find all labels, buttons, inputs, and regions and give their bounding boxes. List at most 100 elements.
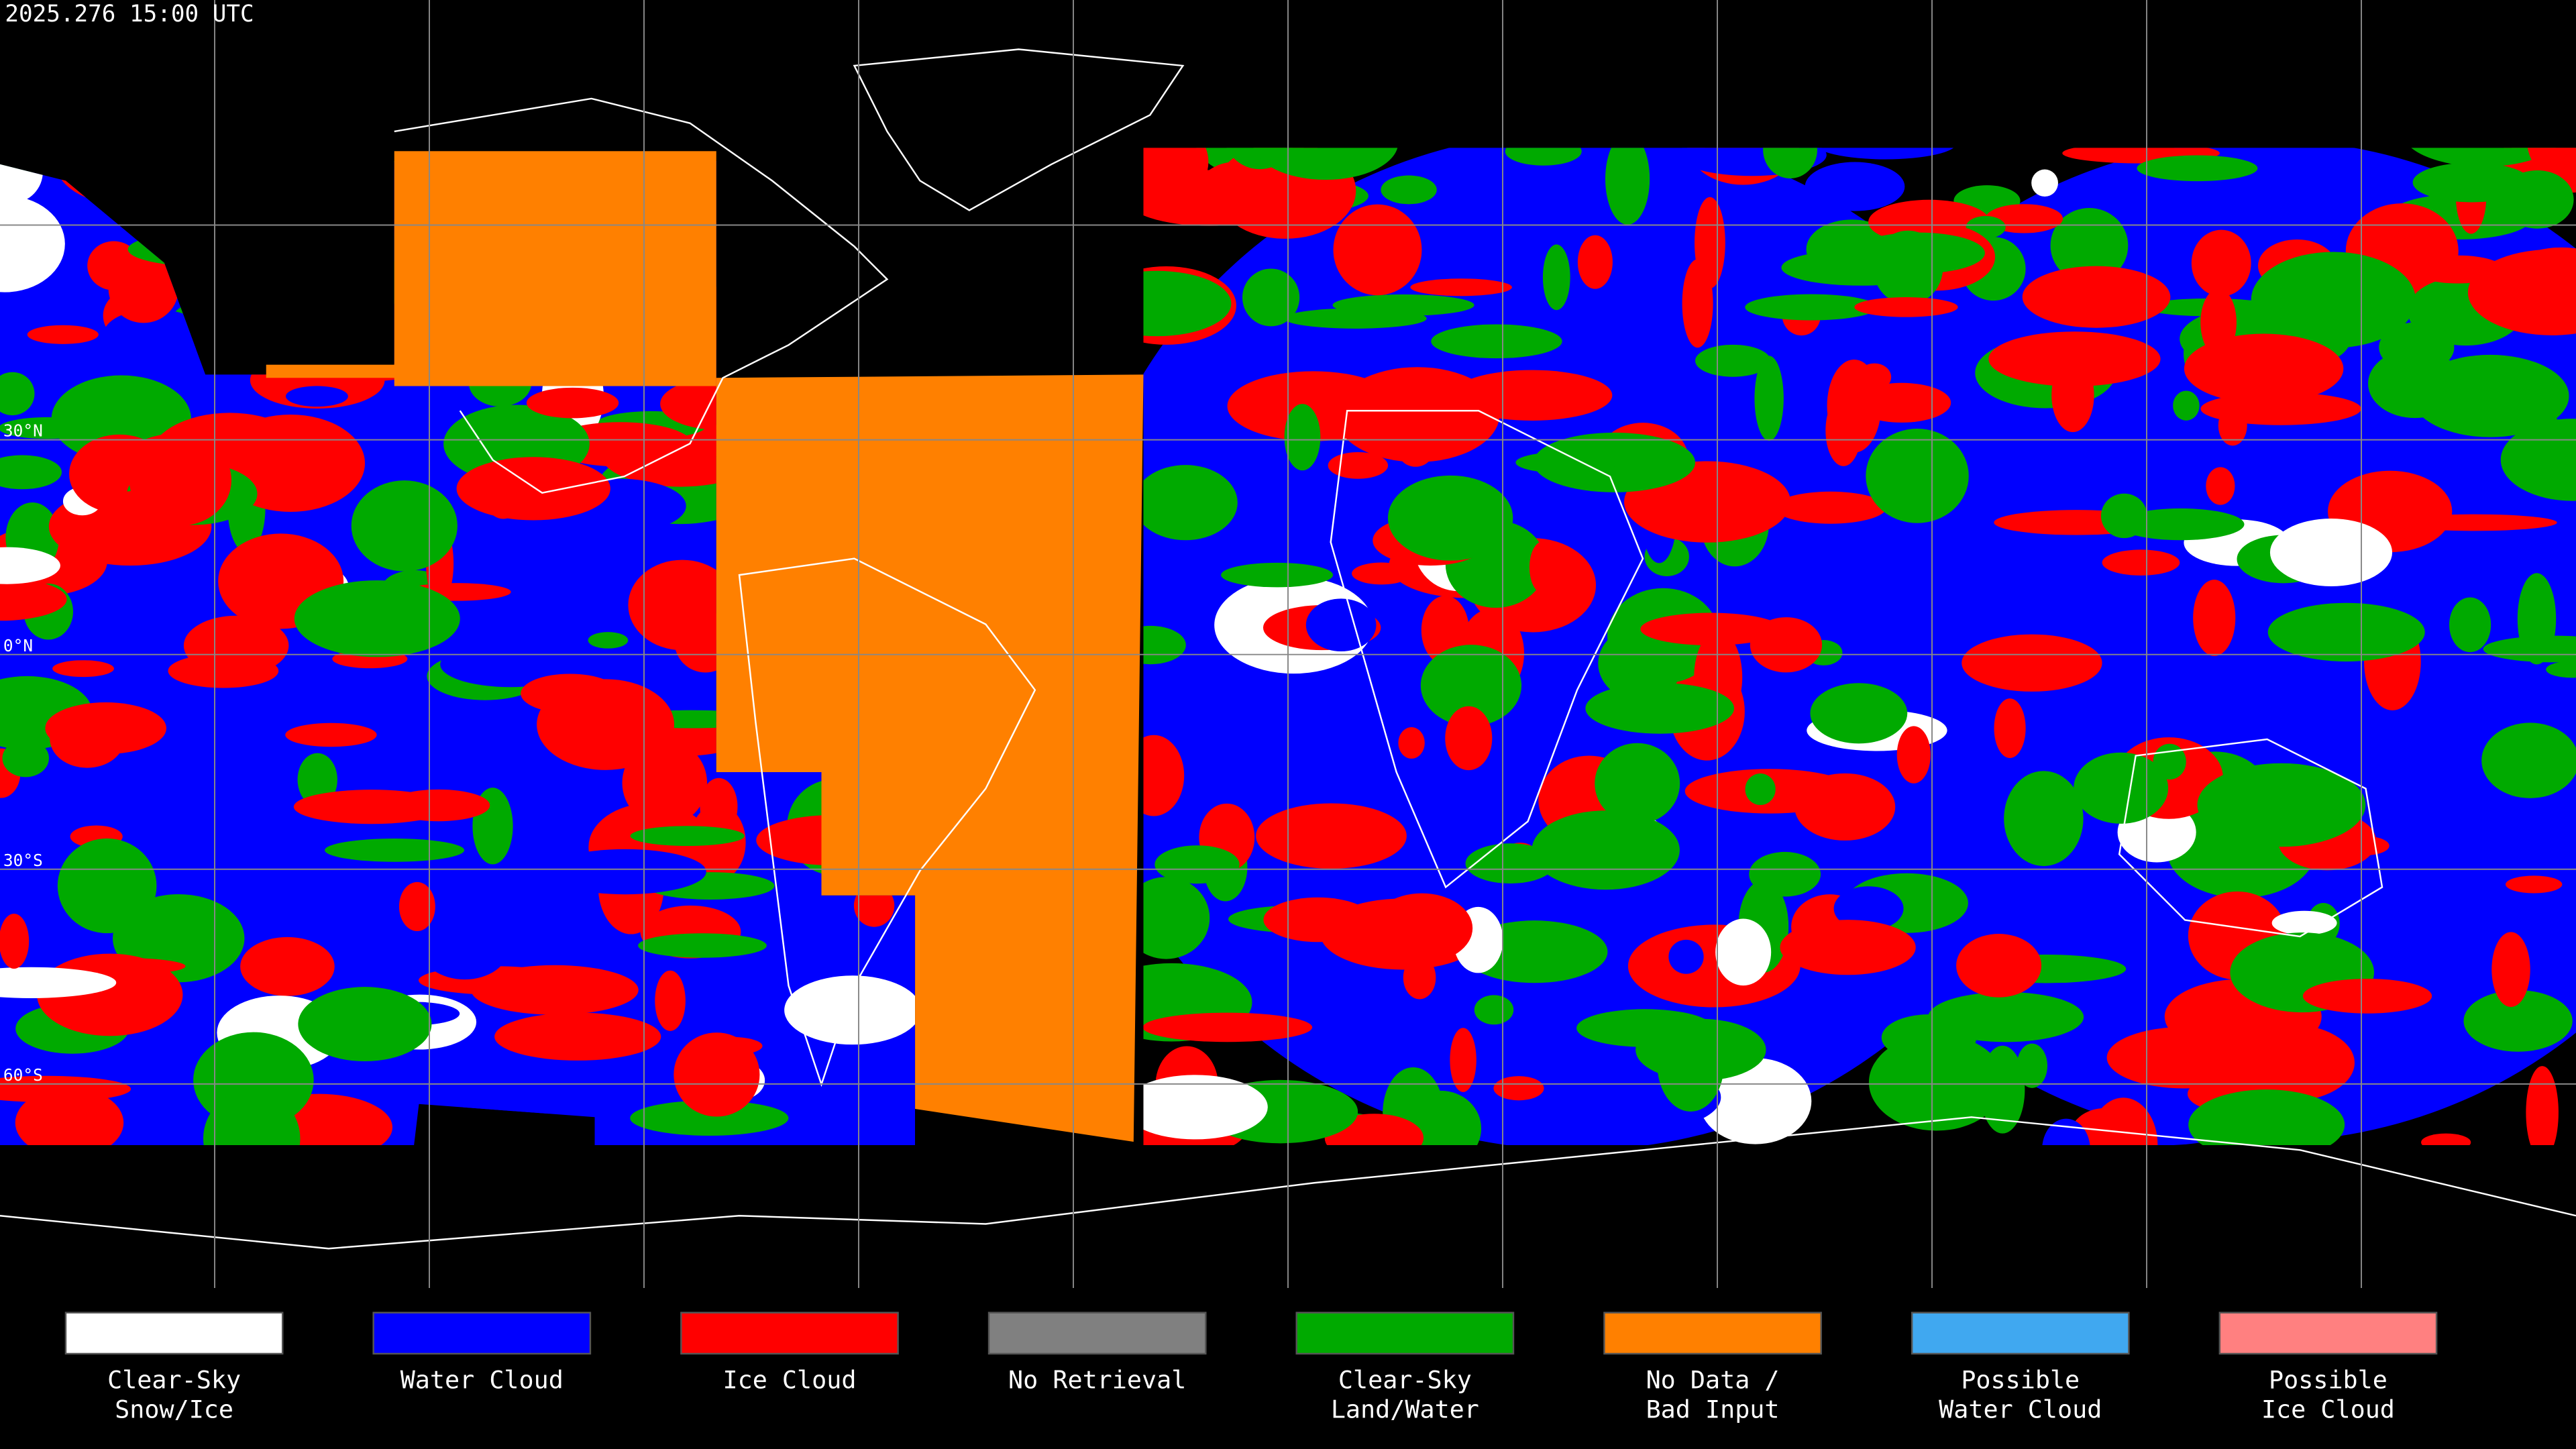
no-data-region — [266, 364, 415, 378]
cloud-patch — [2222, 1024, 2355, 1102]
cloud-patch — [1256, 803, 1407, 869]
cloud-patch — [2051, 358, 2094, 433]
cloud-patch — [1962, 634, 2102, 692]
cloud-patch — [1542, 244, 1570, 311]
legend-label: Water Cloud — [1939, 1395, 2102, 1424]
cloud-patch — [2412, 255, 2504, 284]
cloud-patch — [2251, 252, 2416, 348]
cloud-patch — [351, 480, 458, 572]
coastline — [394, 97, 889, 494]
cloud-patch — [420, 916, 509, 980]
cloud-patch — [1333, 204, 1422, 296]
legend-label: Ice Cloud — [722, 1365, 856, 1394]
cloud-patch — [1505, 148, 1582, 166]
cloud-patch — [398, 881, 435, 932]
coastline — [738, 557, 1036, 1087]
legend-label: Snow/Ice — [115, 1395, 233, 1424]
cloud-patch — [1866, 429, 1969, 523]
cloud-patch — [1381, 175, 1437, 205]
cloud-patch — [1858, 363, 1892, 391]
cloud-patch — [526, 387, 619, 419]
cloud-patch — [655, 970, 686, 1031]
cloud-patch — [2267, 602, 2425, 662]
no-data-region — [716, 374, 1144, 1142]
cloud-patch — [1695, 344, 1771, 377]
cloud-patch — [2501, 170, 2574, 229]
cloud-patch — [1754, 356, 1784, 441]
coastline — [1330, 410, 1644, 889]
cloud-patch — [2206, 467, 2235, 505]
cloud-patch — [240, 936, 335, 996]
cloud-patch — [0, 195, 65, 292]
cloud-patch — [2481, 722, 2576, 798]
cloud-patch — [1474, 995, 1514, 1025]
cloud-patch — [1810, 683, 1908, 744]
cloud-patch — [784, 975, 916, 1045]
cloud-patch — [1371, 893, 1473, 963]
cloud-patch — [1774, 491, 1886, 524]
cloud-patch — [1465, 843, 1556, 883]
latitude-label: 30°S — [3, 851, 43, 870]
cloud-patch — [285, 722, 377, 747]
east-sector — [1143, 148, 2576, 1145]
cloud-patch — [2102, 549, 2180, 576]
cloud-patch — [2191, 229, 2251, 297]
cloud-patch — [1780, 920, 1916, 975]
legend-swatch — [372, 1311, 592, 1355]
cloud-patch — [1948, 684, 1978, 733]
cloud-patch — [183, 615, 289, 676]
legend-label: Ice Cloud — [2261, 1395, 2395, 1424]
cloud-patch — [1854, 297, 1958, 317]
cloud-patch — [52, 660, 114, 678]
legend-swatch — [680, 1311, 899, 1355]
cloud-patch — [2379, 322, 2455, 373]
cloud-patch — [1635, 1018, 1766, 1081]
cloud-patch — [1640, 612, 1782, 646]
graticule — [0, 0, 2576, 1288]
cloud-patch — [2526, 1066, 2559, 1145]
cloud-patch — [1143, 735, 1185, 816]
cloud-patch — [1813, 148, 1957, 160]
latitude-label: 30°N — [3, 421, 43, 441]
cloud-patch — [544, 849, 706, 895]
legend-label: Bad Input — [1646, 1395, 1780, 1424]
cloud-patch — [0, 455, 62, 490]
cloud-patch — [2302, 978, 2432, 1014]
cloud-patch — [1398, 727, 1425, 759]
cloud-patch — [1284, 404, 1321, 471]
cloud-patch — [1410, 278, 1512, 297]
cloud-patch — [1868, 1034, 2004, 1131]
cloud-patch — [2, 739, 49, 777]
cloud-patch — [2031, 169, 2058, 197]
cloud-patch — [630, 1100, 789, 1136]
cloud-patch — [2088, 1097, 2158, 1145]
cloud-patch — [2347, 935, 2487, 971]
cloud-patch — [2463, 990, 2573, 1052]
legend-label: Clear-Sky — [1338, 1365, 1472, 1394]
legend-label: Land/Water — [1331, 1395, 1479, 1424]
cloud-patch — [2483, 635, 2576, 663]
legend-swatch — [987, 1311, 1207, 1355]
cloud-patch — [2193, 580, 2236, 656]
cloud-patch — [298, 987, 432, 1062]
cloud-patch — [1445, 706, 1493, 771]
cloud-patch — [1695, 197, 1725, 289]
cloud-patch — [1577, 235, 1613, 289]
cloud-patch — [2269, 519, 2393, 586]
cloud-patch — [1928, 991, 2084, 1042]
cloud-patch — [0, 372, 35, 416]
cloud-patch — [1284, 308, 1427, 329]
cloud-patch — [0, 417, 97, 439]
no-data-region — [394, 151, 716, 386]
cloud-patch — [2412, 162, 2531, 203]
cloud-patch — [2218, 405, 2247, 446]
cloud-patch — [1529, 541, 1557, 594]
cloud-patch — [1833, 886, 1904, 931]
cloud-patch — [2271, 910, 2337, 935]
cloud-patch — [2173, 390, 2200, 421]
cloud-patch — [1595, 743, 1680, 824]
cloud-patch — [2022, 266, 2171, 328]
cloud-patch — [2050, 207, 2129, 284]
